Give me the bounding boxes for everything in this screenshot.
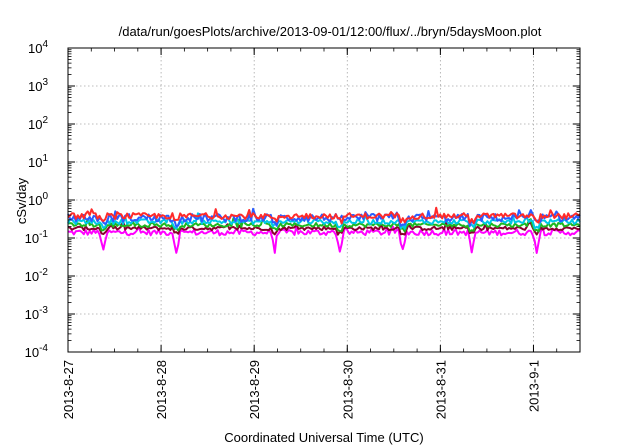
y-tick-exponent: 0: [42, 191, 48, 202]
x-axis-label: Coordinated Universal Time (UTC): [224, 430, 423, 445]
y-tick-exponent: 2: [42, 115, 48, 126]
chart-title: /data/run/goesPlots/archive/2013-09-01/1…: [119, 24, 542, 39]
y-tick-label: 102: [28, 115, 48, 132]
y-tick-label: 10-1: [25, 229, 49, 246]
x-tick-label: 2013-9-1: [526, 360, 541, 412]
series-layer: [67, 206, 581, 254]
y-tick-base: 10: [25, 307, 39, 322]
y-tick-base: 10: [25, 345, 39, 360]
y-tick-exponent: 3: [42, 77, 48, 88]
series-line: [67, 219, 581, 236]
y-tick-exponent: 1: [42, 153, 48, 164]
y-tick-label: 103: [28, 77, 48, 94]
y-axis-label: cSv/day: [14, 177, 29, 224]
grid-lines: [68, 48, 580, 352]
series-line: [67, 212, 581, 230]
y-tick-label: 101: [28, 153, 48, 170]
y-tick-base: 10: [28, 41, 42, 56]
x-axis: 2013-8-27 2013-8-28 2013-8-29 2013-8-30 2013…: [61, 48, 581, 419]
y-tick-label: 100: [28, 191, 48, 208]
series-line: [67, 206, 581, 225]
y-tick-base: 10: [25, 269, 39, 284]
y-tick-label: 104: [28, 39, 48, 56]
y-tick-base: 10: [28, 193, 42, 208]
y-tick-base: 10: [25, 231, 39, 246]
y-tick-label: 10-4: [25, 343, 49, 360]
x-tick-label: 2013-8-27: [61, 360, 76, 419]
series-line: [67, 225, 580, 254]
x-tick-label: 2013-8-28: [154, 360, 169, 419]
y-tick-label: 10-2: [25, 267, 49, 284]
y-tick-exponent: -1: [39, 229, 48, 240]
y-tick-base: 10: [28, 117, 42, 132]
x-tick-label: 2013-8-31: [433, 360, 448, 419]
x-tick-label: 2013-8-29: [247, 360, 262, 419]
y-tick-label: 10-3: [25, 305, 49, 322]
y-tick-exponent: 4: [42, 39, 48, 50]
y-tick-base: 10: [28, 155, 42, 170]
y-tick-exponent: -2: [39, 267, 48, 278]
y-tick-exponent: -3: [39, 305, 48, 316]
y-tick-exponent: -4: [39, 343, 48, 354]
y-tick-base: 10: [28, 79, 42, 94]
x-tick-label: 2013-8-30: [340, 360, 355, 419]
